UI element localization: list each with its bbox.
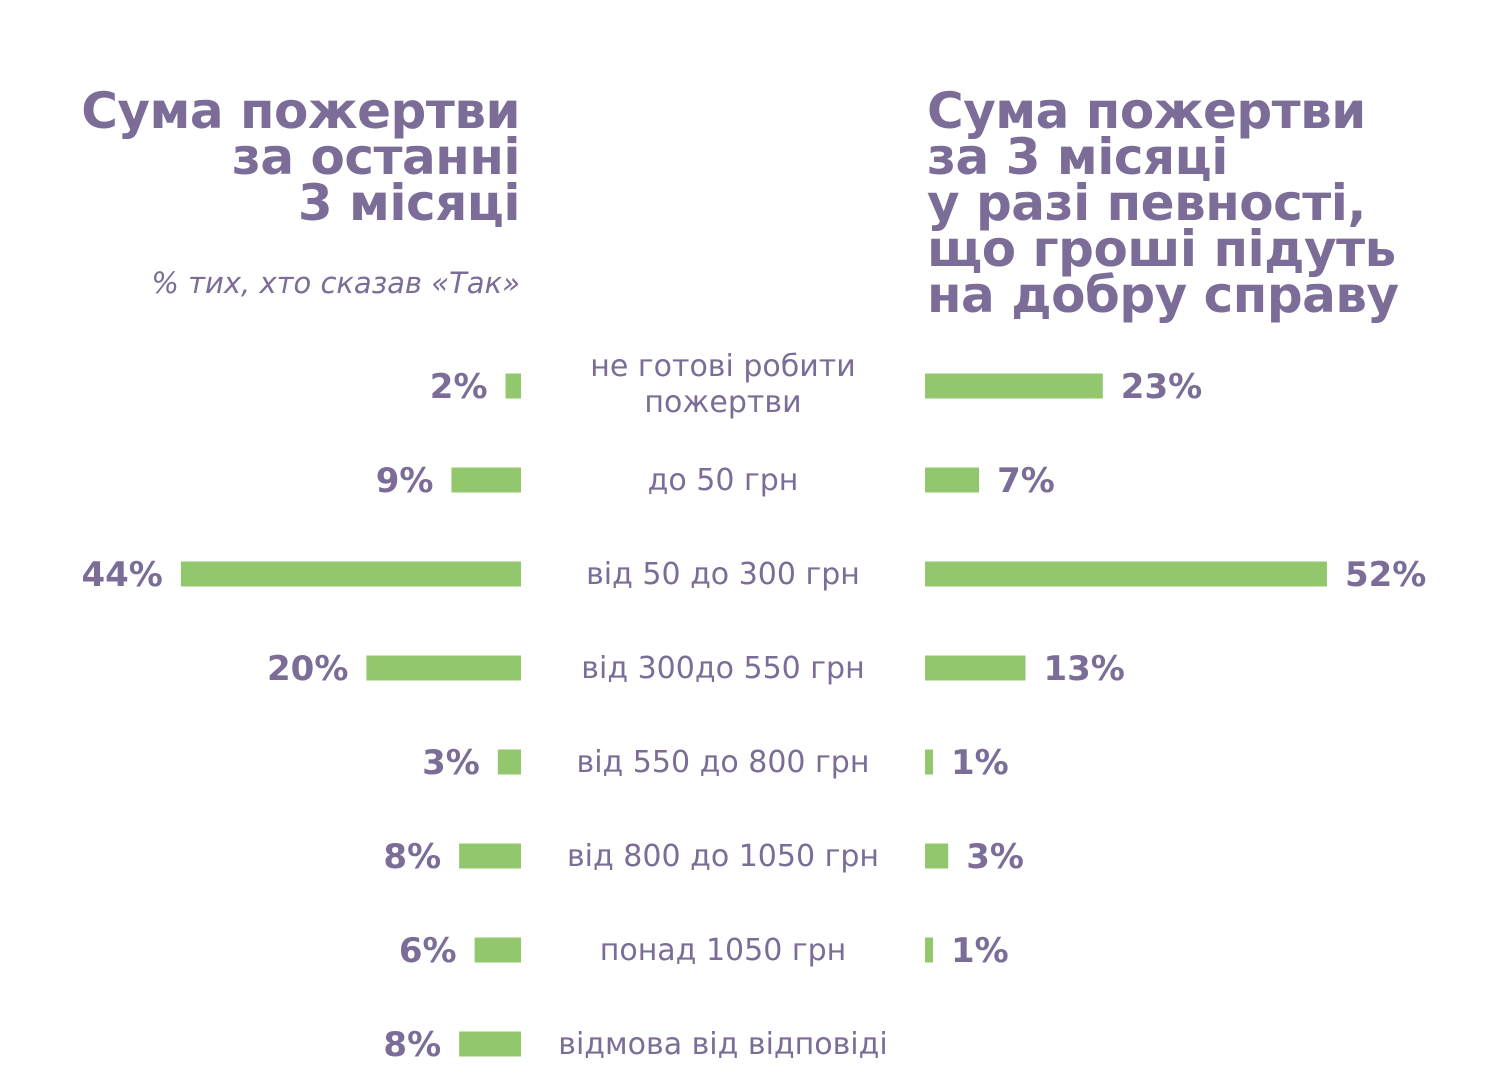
left-title-line: Сума пожертви xyxy=(81,82,520,140)
category-label: від 550 до 800 грн xyxy=(577,745,870,780)
left-title-line: 3 місяці xyxy=(297,174,521,232)
category-label: не готові робити xyxy=(590,349,855,384)
left-value-label: 9% xyxy=(376,461,434,501)
right-value-label: 23% xyxy=(1121,367,1202,407)
category-label: пожертви xyxy=(644,385,801,420)
right-title-line: що гроші підуть xyxy=(927,220,1396,278)
right-bar xyxy=(925,843,949,869)
right-title-line: за 3 місяці xyxy=(927,128,1228,186)
left-bar xyxy=(451,467,521,493)
right-bar xyxy=(925,467,980,493)
left-value-label: 44% xyxy=(81,555,162,595)
left-chart-subtitle: % тих, хто сказав «Так» xyxy=(151,266,520,300)
left-value-label: 8% xyxy=(383,837,441,877)
category-label: від 300до 550 грн xyxy=(581,651,864,686)
right-value-label: 1% xyxy=(951,743,1009,783)
right-bar xyxy=(925,561,1327,587)
category-label: від 800 до 1050 грн xyxy=(567,839,879,874)
left-bar xyxy=(180,561,521,587)
left-bar xyxy=(497,749,521,775)
left-chart-title: Сума пожертви за останні 3 місяці xyxy=(81,82,521,232)
category-label: понад 1050 грн xyxy=(600,933,847,968)
left-value-label: 2% xyxy=(430,367,488,407)
left-bar xyxy=(459,1031,521,1057)
right-chart-title: Сума пожертви за 3 місяці у разі певност… xyxy=(927,82,1399,324)
right-value-label: 52% xyxy=(1345,555,1426,595)
right-bar xyxy=(925,373,1103,399)
left-bar xyxy=(366,655,521,681)
left-value-label: 20% xyxy=(267,649,348,689)
category-label: від 50 до 300 грн xyxy=(586,557,860,592)
category-label: до 50 грн xyxy=(648,463,799,498)
right-bar xyxy=(925,937,933,963)
left-value-label: 3% xyxy=(422,743,480,783)
left-bar xyxy=(459,843,521,869)
right-title-line: на добру справу xyxy=(927,266,1399,324)
right-title-line: Сума пожертви xyxy=(927,82,1366,140)
left-bar xyxy=(474,937,521,963)
left-title-line: за останні xyxy=(231,128,521,186)
right-value-label: 7% xyxy=(997,461,1055,501)
right-bar xyxy=(925,655,1026,681)
right-bar xyxy=(925,749,933,775)
right-title-line: у разі певності, xyxy=(927,174,1366,232)
right-value-label: 1% xyxy=(951,931,1009,971)
right-value-label: 13% xyxy=(1043,649,1124,689)
left-value-label: 8% xyxy=(383,1025,441,1065)
left-value-label: 6% xyxy=(399,931,457,971)
right-value-label: 3% xyxy=(966,837,1024,877)
left-bar xyxy=(505,373,521,399)
category-label: відмова від відповіді xyxy=(558,1027,887,1062)
